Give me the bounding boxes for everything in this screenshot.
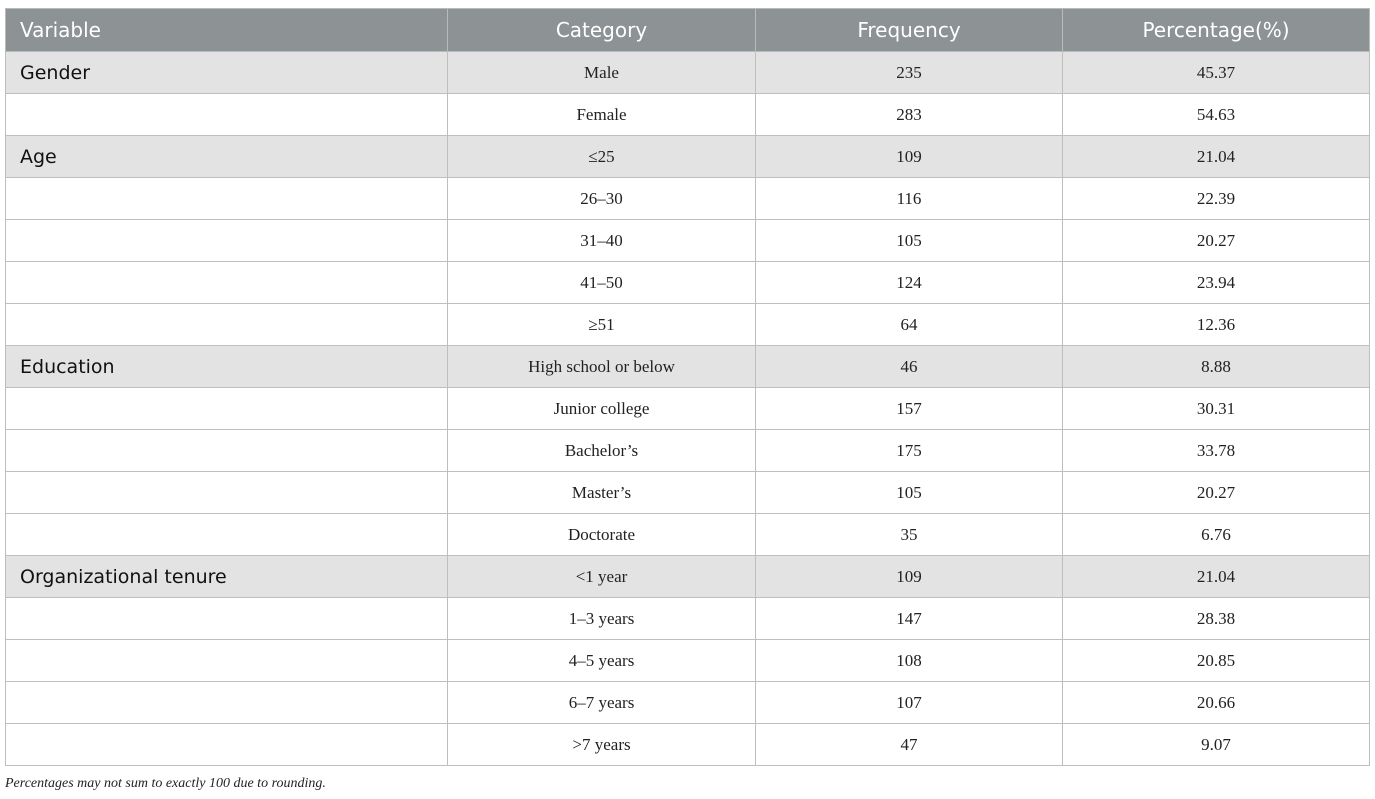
cell-frequency: 105 bbox=[755, 219, 1063, 262]
table-header-row: Variable Category Frequency Percentage(%… bbox=[5, 8, 1370, 52]
cell-category: <1 year bbox=[447, 555, 756, 598]
cell-percentage: 20.27 bbox=[1062, 219, 1370, 262]
cell-frequency: 124 bbox=[755, 261, 1063, 304]
cell-variable: Age bbox=[5, 135, 448, 178]
cell-percentage: 21.04 bbox=[1062, 135, 1370, 178]
cell-percentage: 20.66 bbox=[1062, 681, 1370, 724]
table-row: 6–7 years 107 20.66 bbox=[5, 681, 1370, 724]
cell-percentage: 33.78 bbox=[1062, 429, 1370, 472]
cell-category: 1–3 years bbox=[447, 597, 756, 640]
table-footnote: Percentages may not sum to exactly 100 d… bbox=[5, 776, 326, 791]
table-row: Junior college 157 30.31 bbox=[5, 387, 1370, 430]
table-row: Age ≤25 109 21.04 bbox=[5, 135, 1370, 178]
cell-category: Junior college bbox=[447, 387, 756, 430]
cell-percentage: 45.37 bbox=[1062, 51, 1370, 94]
cell-variable: Gender bbox=[5, 51, 448, 94]
cell-category: High school or below bbox=[447, 345, 756, 388]
cell-frequency: 46 bbox=[755, 345, 1063, 388]
cell-percentage: 12.36 bbox=[1062, 303, 1370, 346]
cell-percentage: 6.76 bbox=[1062, 513, 1370, 556]
cell-variable bbox=[5, 177, 448, 220]
cell-percentage: 28.38 bbox=[1062, 597, 1370, 640]
cell-variable bbox=[5, 639, 448, 682]
table-row: >7 years 47 9.07 bbox=[5, 723, 1370, 766]
cell-category: 31–40 bbox=[447, 219, 756, 262]
cell-percentage: 20.27 bbox=[1062, 471, 1370, 514]
table-row: Education High school or below 46 8.88 bbox=[5, 345, 1370, 388]
cell-percentage: 20.85 bbox=[1062, 639, 1370, 682]
cell-category: ≤25 bbox=[447, 135, 756, 178]
cell-category: Master’s bbox=[447, 471, 756, 514]
cell-frequency: 47 bbox=[755, 723, 1063, 766]
header-frequency: Frequency bbox=[755, 8, 1063, 52]
cell-frequency: 35 bbox=[755, 513, 1063, 556]
cell-variable bbox=[5, 597, 448, 640]
cell-variable: Education bbox=[5, 345, 448, 388]
table-row: 1–3 years 147 28.38 bbox=[5, 597, 1370, 640]
table-row: Gender Male 235 45.37 bbox=[5, 51, 1370, 94]
cell-frequency: 235 bbox=[755, 51, 1063, 94]
cell-frequency: 64 bbox=[755, 303, 1063, 346]
table-row: 4–5 years 108 20.85 bbox=[5, 639, 1370, 682]
table-row: Bachelor’s 175 33.78 bbox=[5, 429, 1370, 472]
cell-category: >7 years bbox=[447, 723, 756, 766]
cell-variable bbox=[5, 387, 448, 430]
cell-category: Female bbox=[447, 93, 756, 136]
cell-category: 41–50 bbox=[447, 261, 756, 304]
cell-category: Male bbox=[447, 51, 756, 94]
cell-frequency: 105 bbox=[755, 471, 1063, 514]
cell-variable bbox=[5, 681, 448, 724]
cell-frequency: 109 bbox=[755, 555, 1063, 598]
header-variable: Variable bbox=[5, 8, 448, 52]
cell-variable: Organizational tenure bbox=[5, 555, 448, 598]
table-row: Doctorate 35 6.76 bbox=[5, 513, 1370, 556]
cell-frequency: 283 bbox=[755, 93, 1063, 136]
table-row: 31–40 105 20.27 bbox=[5, 219, 1370, 262]
table-row: Organizational tenure <1 year 109 21.04 bbox=[5, 555, 1370, 598]
cell-frequency: 107 bbox=[755, 681, 1063, 724]
cell-variable bbox=[5, 261, 448, 304]
cell-variable bbox=[5, 471, 448, 514]
cell-frequency: 175 bbox=[755, 429, 1063, 472]
cell-percentage: 8.88 bbox=[1062, 345, 1370, 388]
cell-category: 6–7 years bbox=[447, 681, 756, 724]
cell-frequency: 116 bbox=[755, 177, 1063, 220]
cell-frequency: 147 bbox=[755, 597, 1063, 640]
cell-percentage: 21.04 bbox=[1062, 555, 1370, 598]
cell-category: 4–5 years bbox=[447, 639, 756, 682]
cell-variable bbox=[5, 93, 448, 136]
table-row: ≥51 64 12.36 bbox=[5, 303, 1370, 346]
table-row: 41–50 124 23.94 bbox=[5, 261, 1370, 304]
cell-variable bbox=[5, 303, 448, 346]
cell-variable bbox=[5, 219, 448, 262]
cell-category: ≥51 bbox=[447, 303, 756, 346]
cell-variable bbox=[5, 429, 448, 472]
cell-frequency: 109 bbox=[755, 135, 1063, 178]
table-row: 26–30 116 22.39 bbox=[5, 177, 1370, 220]
table-row: Female 283 54.63 bbox=[5, 93, 1370, 136]
cell-category: Bachelor’s bbox=[447, 429, 756, 472]
header-category: Category bbox=[447, 8, 756, 52]
cell-percentage: 30.31 bbox=[1062, 387, 1370, 430]
cell-variable bbox=[5, 513, 448, 556]
cell-percentage: 22.39 bbox=[1062, 177, 1370, 220]
cell-percentage: 9.07 bbox=[1062, 723, 1370, 766]
cell-percentage: 23.94 bbox=[1062, 261, 1370, 304]
cell-variable bbox=[5, 723, 448, 766]
cell-frequency: 157 bbox=[755, 387, 1063, 430]
header-percentage: Percentage(%) bbox=[1062, 8, 1370, 52]
cell-frequency: 108 bbox=[755, 639, 1063, 682]
cell-category: 26–30 bbox=[447, 177, 756, 220]
table-row: Master’s 105 20.27 bbox=[5, 471, 1370, 514]
demographics-table: Variable Category Frequency Percentage(%… bbox=[5, 8, 1370, 766]
cell-percentage: 54.63 bbox=[1062, 93, 1370, 136]
cell-category: Doctorate bbox=[447, 513, 756, 556]
